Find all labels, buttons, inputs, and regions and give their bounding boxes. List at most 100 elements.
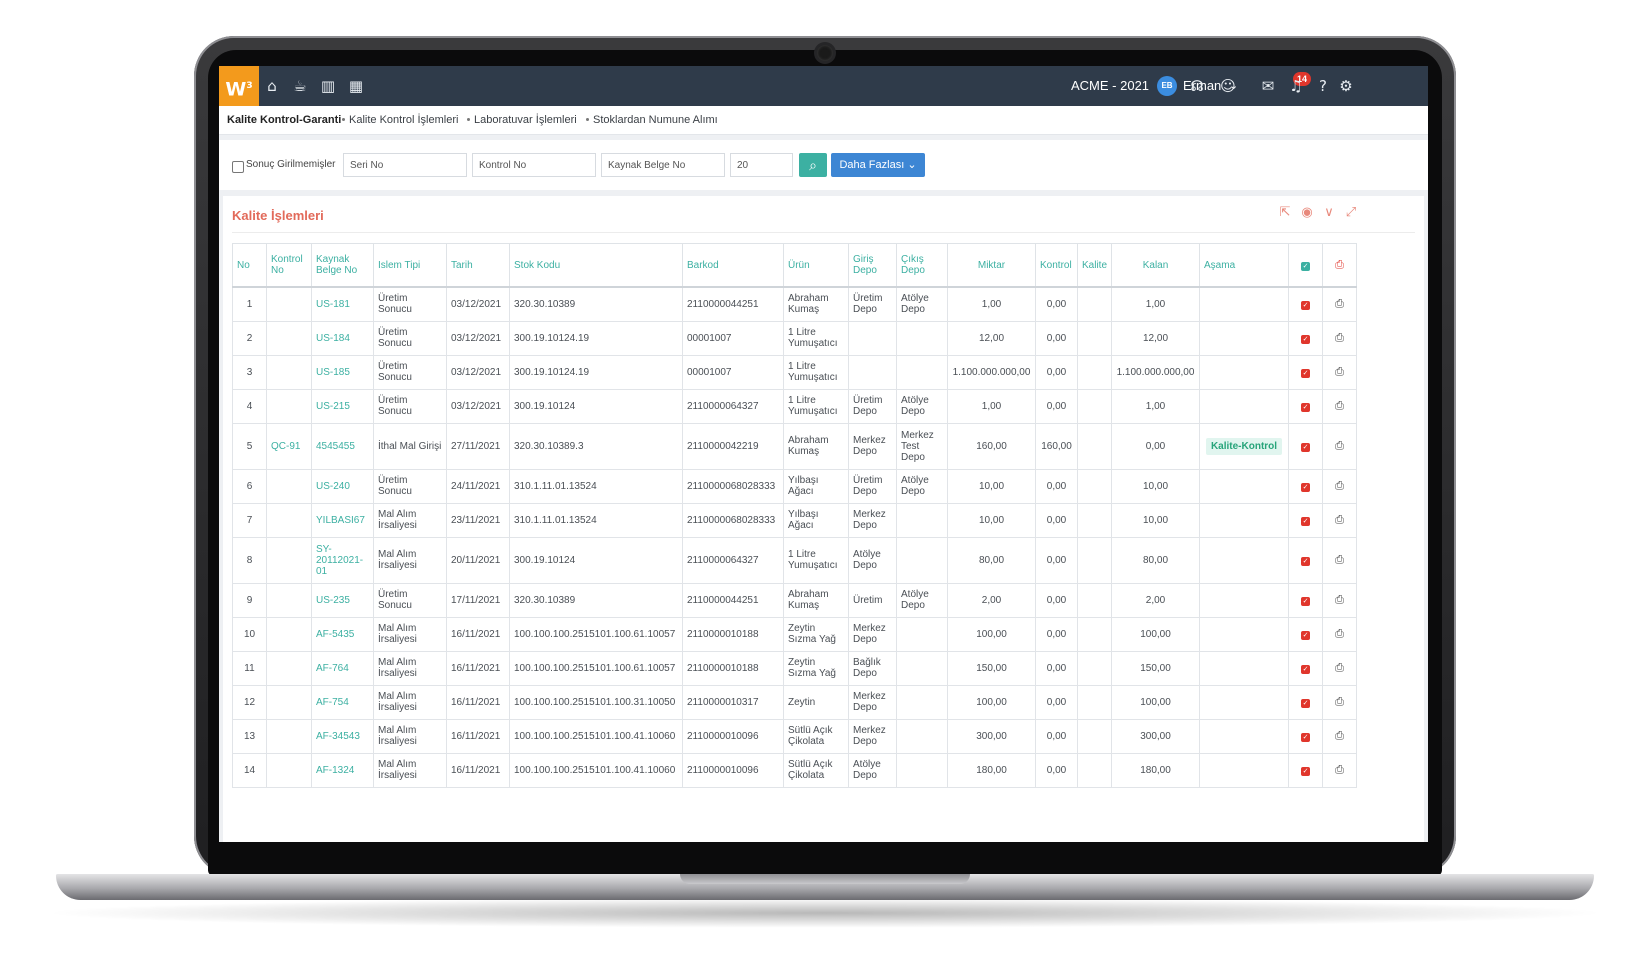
cell-kaynak[interactable]: US-181 <box>311 286 374 322</box>
tab-laboratuvar-islemleri[interactable]: Laboratuvar İşlemleri <box>474 114 577 126</box>
header-urun[interactable]: Ürün <box>783 243 849 288</box>
table-row[interactable]: 1 US-181 Üretim Sonucu 03/12/2021 320.30.103… <box>232 286 1358 322</box>
chevron-down-icon[interactable]: ⌄ <box>1229 80 1239 92</box>
row-checkbox-icon[interactable]: ✓ <box>1301 596 1311 606</box>
bell-icon[interactable]: ♫ <box>1289 77 1303 95</box>
table-row[interactable]: 10 AF-5435 Mal Alım İrsaliyesi 16/11/2021 10… <box>232 616 1358 652</box>
printer-icon[interactable]: ⎙ <box>1335 627 1344 640</box>
export-icon[interactable]: ⇱ <box>1279 205 1291 220</box>
printer-icon[interactable]: ⎙ <box>1335 297 1344 311</box>
cell-select[interactable]: ✓ <box>1288 422 1324 470</box>
cell-print[interactable]: ⎙ <box>1322 354 1358 390</box>
header-kalan[interactable]: Kalan <box>1111 243 1201 288</box>
cell-select[interactable]: ✓ <box>1288 752 1324 788</box>
printer-icon[interactable]: ⎙ <box>1335 695 1344 708</box>
header-no[interactable]: No <box>232 243 267 288</box>
row-checkbox-icon[interactable]: ✓ <box>1301 300 1311 310</box>
row-checkbox-icon[interactable]: ✓ <box>1301 442 1311 452</box>
cell-print[interactable]: ⎙ <box>1322 468 1358 504</box>
header-kontrol-no[interactable]: Kontrol No <box>266 243 312 288</box>
row-checkbox-icon[interactable]: ✓ <box>1301 698 1311 708</box>
row-checkbox-icon[interactable]: ✓ <box>1301 368 1311 378</box>
row-checkbox-icon[interactable]: ✓ <box>1301 334 1311 344</box>
cell-select[interactable]: ✓ <box>1288 684 1324 720</box>
cell-print[interactable]: ⎙ <box>1322 320 1358 356</box>
header-islem-tipi[interactable]: Islem Tipi <box>373 243 447 288</box>
table-row[interactable]: 14 AF-1324 Mal Alım İrsaliyesi 16/11/2021 10… <box>232 752 1358 788</box>
headset-icon[interactable]: ☊ <box>1190 77 1204 95</box>
cell-kaynak[interactable]: US-184 <box>311 320 374 356</box>
home-icon[interactable]: ⌂ <box>267 77 277 95</box>
cell-select[interactable]: ✓ <box>1288 536 1324 584</box>
cell-kaynak[interactable]: AF-754 <box>311 684 374 720</box>
table-row[interactable]: 13 AF-34543 Mal Alım İrsaliyesi 16/11/2021 1… <box>232 718 1358 754</box>
app-logo[interactable]: W3 <box>219 66 259 106</box>
cell-print[interactable]: ⎙ <box>1322 422 1358 470</box>
settings-icon[interactable]: ⚙ <box>1339 77 1353 95</box>
company-selector[interactable]: ACME - 2021 <box>1071 78 1150 93</box>
cell-select[interactable]: ✓ <box>1288 320 1324 356</box>
printer-icon[interactable]: ⎙ <box>1335 661 1344 674</box>
header-miktar[interactable]: Miktar <box>947 243 1036 288</box>
printer-icon[interactable]: ⎙ <box>1335 513 1344 526</box>
sonuc-girilmemisler-checkbox[interactable] <box>232 161 244 173</box>
header-giris-depo[interactable]: Giriş Depo <box>848 243 897 288</box>
cell-print[interactable]: ⎙ <box>1322 718 1358 754</box>
cell-print[interactable]: ⎙ <box>1322 388 1358 424</box>
printer-icon[interactable]: ⎙ <box>1335 365 1344 378</box>
cell-kaynak[interactable]: SY-20112021-01 <box>311 536 374 584</box>
table-row[interactable]: 2 US-184 Üretim Sonucu 03/12/2021 300.19.101… <box>232 320 1358 356</box>
header-barkod[interactable]: Barkod <box>682 243 784 288</box>
cell-select[interactable]: ✓ <box>1288 286 1324 322</box>
search-button[interactable]: ⌕ <box>799 153 827 177</box>
cell-select[interactable]: ✓ <box>1288 718 1324 754</box>
tab-stoklardan-numune-alimi[interactable]: Stoklardan Numune Alımı <box>593 114 718 126</box>
cell-select[interactable]: ✓ <box>1288 650 1324 686</box>
cell-print[interactable]: ⎙ <box>1322 752 1358 788</box>
cell-kaynak[interactable]: AF-5435 <box>311 616 374 652</box>
cell-select[interactable]: ✓ <box>1288 582 1324 618</box>
table-row[interactable]: 4 US-215 Üretim Sonucu 03/12/2021 300.19.101… <box>232 388 1358 424</box>
header-select-all[interactable]: ✓ <box>1288 243 1324 288</box>
more-filters-button[interactable]: Daha Fazlası ⌄ <box>831 153 925 177</box>
cell-kaynak[interactable]: AF-34543 <box>311 718 374 754</box>
cell-kaynak[interactable]: AF-764 <box>311 650 374 686</box>
printer-icon[interactable]: ⎙ <box>1335 399 1344 412</box>
printer-icon[interactable]: ⎙ <box>1335 331 1344 344</box>
tab-kalite-kontrol-garanti[interactable]: Kalite Kontrol-Garanti <box>227 114 342 126</box>
printer-icon[interactable]: ⎙ <box>1335 763 1344 776</box>
help-icon[interactable]: ? <box>1319 77 1327 95</box>
cell-print[interactable]: ⎙ <box>1322 582 1358 618</box>
header-print[interactable]: ⎙ <box>1322 243 1358 288</box>
table-row[interactable]: 7 YILBASI67 Mal Alım İrsaliyesi 23/11/2021 3… <box>232 502 1358 538</box>
header-kalite[interactable]: Kalite <box>1076 243 1113 288</box>
serial-no-input[interactable]: Seri No <box>343 153 467 177</box>
row-checkbox-icon[interactable]: ✓ <box>1301 766 1311 776</box>
printer-icon[interactable]: ⎙ <box>1335 258 1344 271</box>
printer-icon[interactable]: ⎙ <box>1335 593 1344 606</box>
cell-print[interactable]: ⎙ <box>1322 684 1358 720</box>
smiley-icon[interactable]: ☺ <box>1220 77 1236 95</box>
expand-icon[interactable]: ⤢ <box>1345 205 1357 220</box>
header-cikis-depo[interactable]: Çıkış Depo <box>896 243 948 288</box>
chevron-down-icon[interactable]: ∨ <box>1324 205 1334 220</box>
eye-icon[interactable]: ◉ <box>1301 205 1313 220</box>
avatar[interactable]: EB <box>1157 76 1177 96</box>
row-checkbox-icon[interactable]: ✓ <box>1301 402 1311 412</box>
table-row[interactable]: 11 AF-764 Mal Alım İrsaliyesi 16/11/2021 100… <box>232 650 1358 686</box>
printer-icon[interactable]: ⎙ <box>1335 439 1344 452</box>
row-checkbox-icon[interactable]: ✓ <box>1301 482 1311 492</box>
printer-icon[interactable]: ⎙ <box>1335 729 1344 742</box>
cell-kaynak[interactable]: US-185 <box>311 354 374 390</box>
bar-chart-icon[interactable]: ▥ <box>320 77 336 95</box>
calendar-icon[interactable]: ▦ <box>348 77 364 95</box>
tab-kalite-kontrol-islemleri[interactable]: Kalite Kontrol İşlemleri <box>349 114 459 126</box>
page-size-input[interactable]: 20 <box>730 153 793 177</box>
cell-kaynak[interactable]: YILBASI67 <box>311 502 374 538</box>
row-checkbox-icon[interactable]: ✓ <box>1301 556 1311 566</box>
table-row[interactable]: 8 SY-20112021-01 Mal Alım İrsaliyesi 20/11/… <box>232 536 1358 584</box>
coffee-icon[interactable]: ☕ <box>293 77 307 95</box>
table-row[interactable]: 3 US-185 Üretim Sonucu 03/12/2021 300.19.101… <box>232 354 1358 390</box>
row-checkbox-icon[interactable]: ✓ <box>1301 664 1311 674</box>
cell-kaynak[interactable]: 4545455 <box>311 422 374 470</box>
